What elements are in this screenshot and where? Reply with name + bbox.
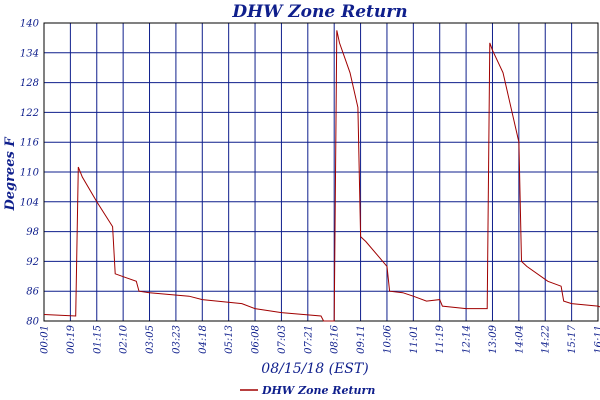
y-tick-label: 134 <box>20 48 39 59</box>
plot-frame <box>43 22 599 322</box>
y-tick-label: 122 <box>20 108 39 119</box>
y-tick-label: 92 <box>26 257 39 268</box>
y-tick-label: 104 <box>20 197 39 208</box>
x-tick-label: 06:08 <box>251 325 262 354</box>
x-tick-label: 11:19 <box>435 324 446 353</box>
y-tick-label: 140 <box>20 19 40 30</box>
y-tick-label: 98 <box>26 227 39 238</box>
y-tick-label: 116 <box>20 138 40 149</box>
x-tick-label: 09:11 <box>356 325 367 354</box>
x-tick-label: 03:23 <box>171 325 182 354</box>
x-tick-label: 08:16 <box>330 324 341 353</box>
x-tick-label: 14:22 <box>541 325 552 354</box>
legend-label: DHW Zone Return <box>261 384 375 397</box>
y-tick-labels: 80 86 92 98 104 110 116 122 128 134 140 <box>20 19 40 328</box>
x-tick-label: 02:10 <box>119 324 130 353</box>
gridlines <box>44 23 598 321</box>
x-axis-label: 08/15/18 (EST) <box>261 361 368 377</box>
x-tick-labels: 00:01 00:19 01:15 02:10 03:05 03:23 04:18 05:13… <box>40 324 600 353</box>
series-line <box>43 30 600 322</box>
y-tick-label: 110 <box>20 168 40 179</box>
x-tick-label: 07:21 <box>303 325 314 354</box>
x-tick-label: 10:06 <box>382 324 393 353</box>
x-tick-label: 14:04 <box>514 325 525 354</box>
x-tick-label: 04:18 <box>198 325 209 354</box>
x-tick-label: 05:13 <box>224 325 235 354</box>
x-tick-label: 00:01 <box>40 325 51 354</box>
x-tick-label: 01:15 <box>92 325 103 354</box>
legend: DHW Zone Return <box>240 384 375 397</box>
x-tick-label: 11:01 <box>409 325 420 354</box>
chart-title: DHW Zone Return <box>231 2 407 22</box>
x-tick-label: 13:09 <box>488 324 499 353</box>
y-axis-label: Degrees F <box>3 137 18 212</box>
x-tick-label: 03:05 <box>145 325 156 354</box>
x-tick-label: 16:11 <box>594 325 600 354</box>
y-tick-label: 80 <box>26 317 39 328</box>
x-tick-label: 07:03 <box>277 325 288 354</box>
x-tick-label: 00:19 <box>66 324 77 353</box>
y-tick-label: 86 <box>26 287 39 298</box>
x-tick-label: 12:14 <box>462 325 473 354</box>
y-tick-label: 128 <box>20 78 39 89</box>
x-tick-label: 15:17 <box>567 324 578 353</box>
